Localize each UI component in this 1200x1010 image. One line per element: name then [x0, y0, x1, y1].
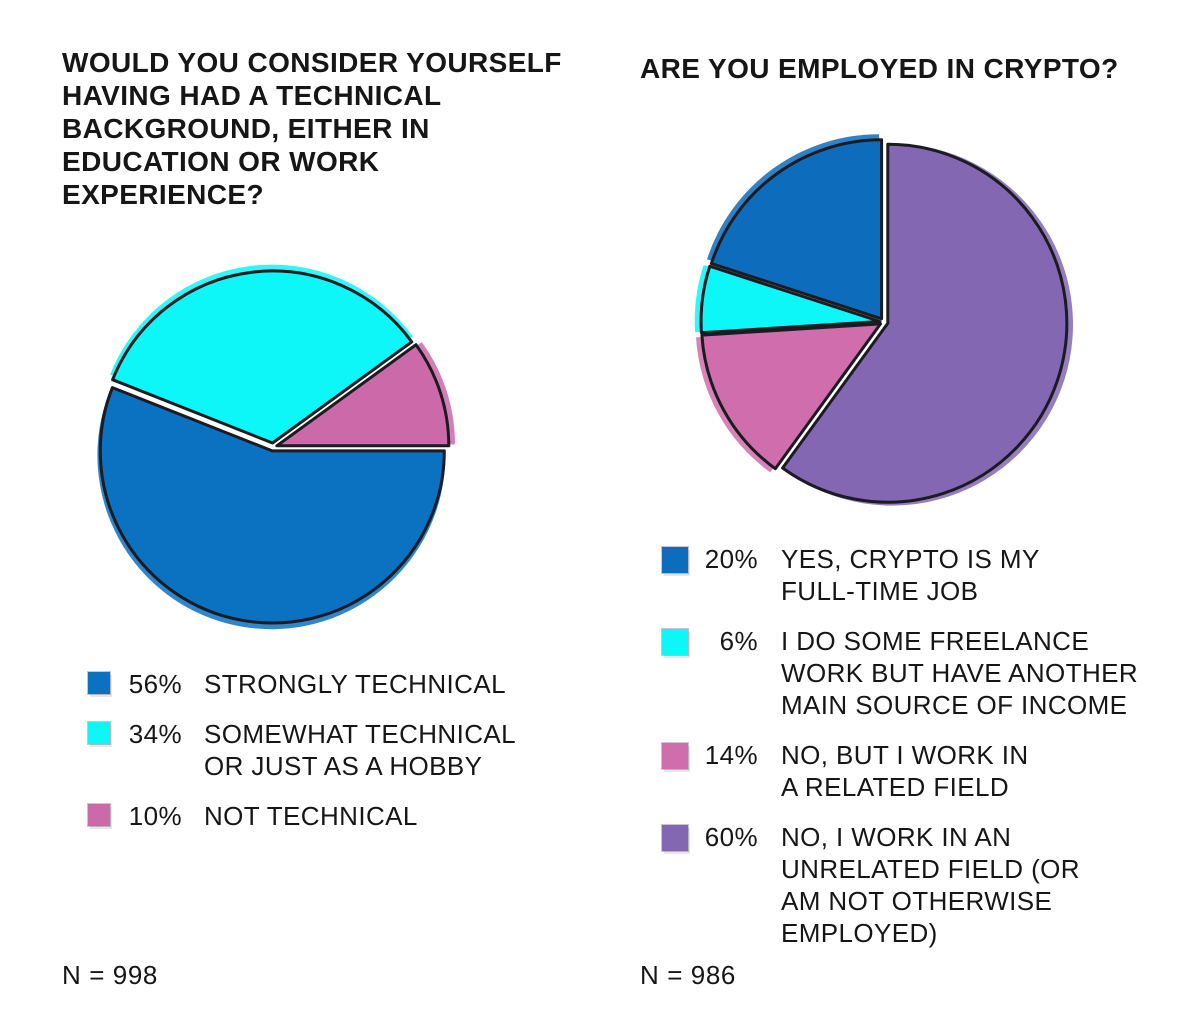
legend-percent: 60% [704, 822, 758, 852]
legend-swatch [662, 743, 688, 769]
legend-label: STRONGLY TECHNICAL [204, 669, 506, 699]
legend-label: NO, I WORK IN AN UNRELATED FIELD (OR AM … [781, 822, 1080, 948]
pie-slice-0 [98, 386, 446, 625]
legend-swatch [88, 722, 110, 744]
legend-row: 14% NO, BUT I WORK IN A RELATED FIELD [662, 739, 1167, 803]
legend-label: NO, BUT I WORK IN A RELATED FIELD [781, 740, 1029, 802]
legend-percent: 10% [128, 801, 182, 831]
legend-label: SOMEWHAT TECHNICAL OR JUST AS A HOBBY [204, 719, 517, 781]
legend-swatch [662, 825, 688, 851]
pie-slice-2 [700, 322, 882, 471]
legend-label: NOT TECHNICAL [204, 801, 418, 831]
legend-row: 10% NOT TECHNICAL [88, 800, 578, 832]
pie-chart [694, 134, 1074, 506]
chart-title: WOULD YOU CONSIDER YOURSELF HAVING HAD A… [62, 47, 562, 210]
legend-swatch [662, 629, 688, 655]
legend: 56% STRONGLY TECHNICAL 34% SOMEWHAT TECHNIC… [88, 668, 578, 850]
legend-row: 34% SOMEWHAT TECHNICAL OR JUST AS A HOBBY [88, 718, 578, 782]
legend-swatch [88, 804, 110, 826]
legend-label: YES, CRYPTO IS MY FULL-TIME JOB [781, 544, 1040, 606]
legend-percent: 34% [128, 719, 182, 749]
legend-row: 56% STRONGLY TECHNICAL [88, 668, 578, 700]
pie-slice-1 [111, 269, 414, 445]
legend-percent: 20% [704, 544, 758, 574]
legend-percent: 56% [128, 669, 182, 699]
pie-chart [97, 264, 455, 630]
chart-title: ARE YOU EMPLOYED IN CRYPTO? [640, 53, 1119, 84]
legend-swatch [662, 547, 688, 573]
sample-size: N = 986 [640, 960, 736, 990]
legend-percent: 14% [704, 740, 758, 770]
pie-slice-0 [709, 138, 884, 321]
pie-slice-1 [699, 264, 882, 335]
legend-row: 20% YES, CRYPTO IS MY FULL-TIME JOB [662, 543, 1167, 607]
legend-row: 6% I DO SOME FREELANCE WORK BUT HAVE ANOT… [662, 625, 1167, 721]
pie-slice-3 [781, 142, 1069, 504]
legend: 20% YES, CRYPTO IS MY FULL-TIME JOB 6% I DO… [662, 543, 1167, 967]
legend-label: I DO SOME FREELANCE WORK BUT HAVE ANOTHE… [781, 626, 1139, 720]
legend-swatch [88, 672, 110, 694]
legend-percent: 6% [719, 626, 758, 656]
legend-row: 60% NO, I WORK IN AN UNRELATED FIELD (OR … [662, 821, 1167, 949]
sample-size: N = 998 [62, 960, 158, 990]
pie-slice-2 [275, 343, 451, 448]
